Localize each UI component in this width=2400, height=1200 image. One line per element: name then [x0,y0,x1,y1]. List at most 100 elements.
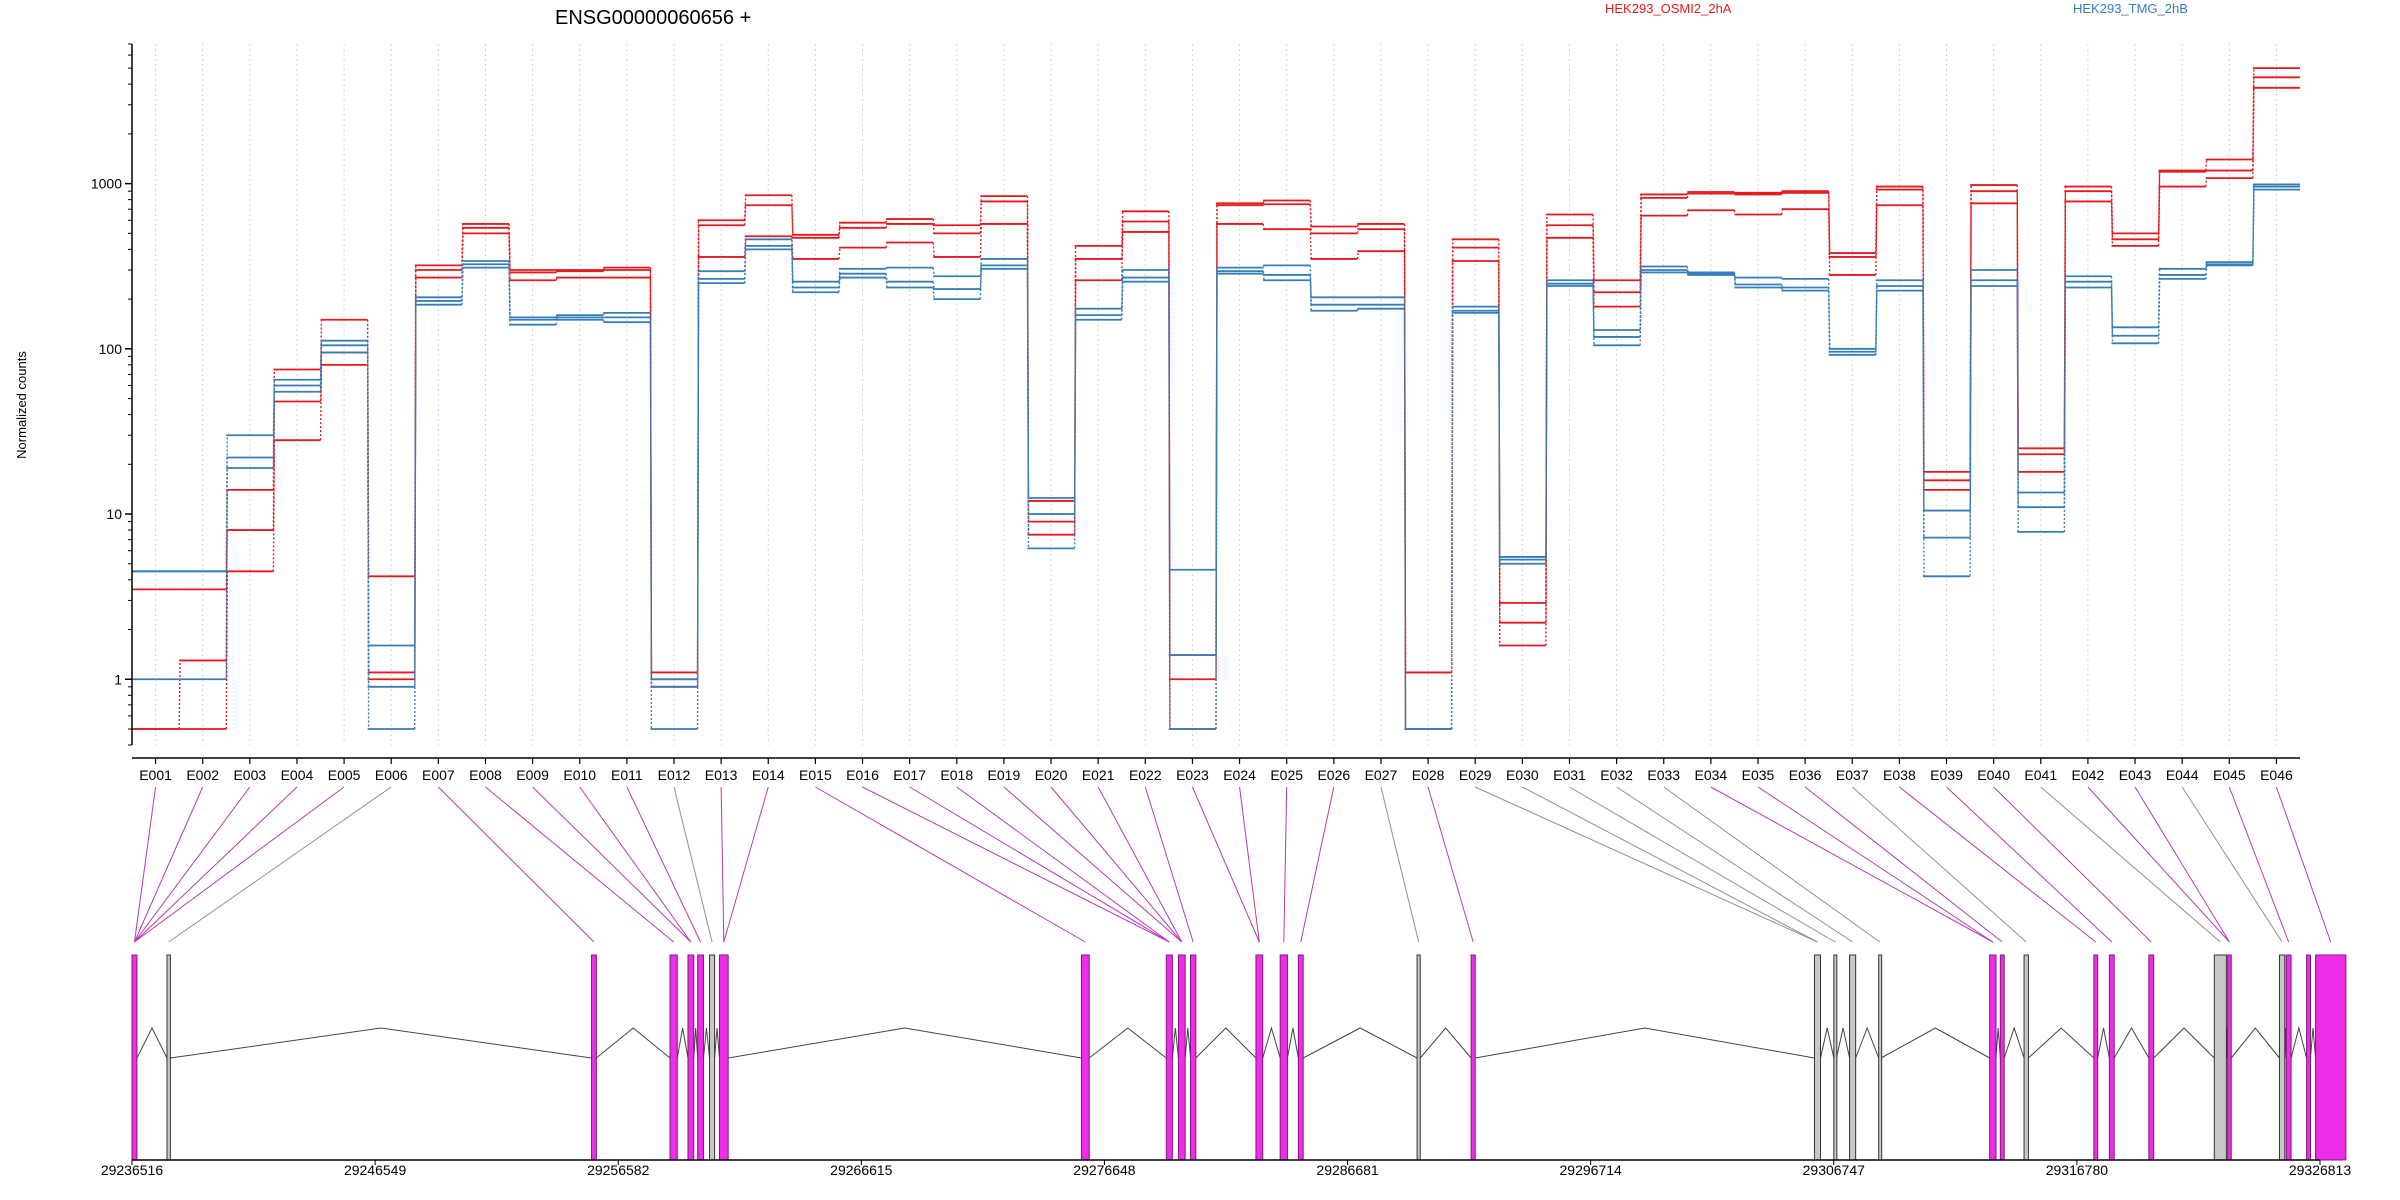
intron [1262,1026,1281,1059]
series-connector [2063,276,2067,493]
exon-link [723,786,769,943]
series-connector [1922,286,1925,538]
series-connector [2252,77,2255,171]
intron [1419,1027,1472,1059]
series-6 [132,183,2300,730]
intron [2003,1026,2025,1059]
exon-link [1050,786,1183,943]
series-connector [979,268,983,300]
intron [1184,1027,1192,1059]
x-tick-label: E017 [893,767,926,783]
series-connector [743,239,747,272]
x-tick-label: E024 [1223,767,1256,783]
exon-link [1380,786,1420,943]
exon-link [673,786,713,943]
x-tick-label: E009 [516,767,549,783]
series-connector [1498,306,1501,557]
exon-link [1475,786,1818,943]
exon-untested [1416,954,1421,1161]
intron [2309,1027,2317,1059]
series-connector [1733,210,1737,215]
series-connector [791,239,794,282]
intron [693,1027,699,1059]
x-tick-label: E011 [611,767,643,783]
series-connector [1686,191,1689,195]
exon-link [1946,786,2113,943]
coordinate-label: 29306747 [1803,1162,1866,1178]
exon-link [485,786,674,943]
series-connector [1073,245,1077,501]
x-tick-label: E007 [422,767,455,783]
series-connector [1686,193,1689,199]
series-connector [1168,211,1171,656]
series-connector [225,435,228,572]
x-tick-label: E002 [186,767,219,783]
exon-links [133,786,2332,943]
series-connector [1168,270,1171,570]
exon-tested [1165,954,1173,1161]
intron [1836,1027,1851,1059]
exon-link [1300,786,1335,943]
series-connector [1733,273,1737,285]
x-tick-label: E022 [1129,767,1162,783]
x-tick-label: E014 [752,767,785,783]
intron [2028,1027,2095,1059]
exon-link [1003,786,1183,943]
exon-link [1569,786,1836,943]
series-connector [2205,178,2208,187]
exon-untested [166,954,171,1161]
series-connector [932,242,935,257]
exon-tested [2148,954,2155,1161]
x-tick-label: E039 [1930,767,1963,783]
exon-untested [2278,954,2286,1161]
series-connector [885,223,888,229]
genomic-coordinate-axis: 29236516 29246549 29256582 29266615 29276648… [101,1159,2351,1178]
x-tick-label: E001 [139,767,172,783]
exon-link [720,786,725,943]
series-connector [838,247,841,260]
exon-link [909,786,1170,943]
series-connector [979,201,983,234]
x-tick-label: E046 [2260,767,2293,783]
exon-untested [1813,954,1822,1161]
x-tick-label: E030 [1506,767,1539,783]
x-tick-label: E025 [1270,767,1303,783]
series-connector [2205,264,2208,276]
exon-link [2087,786,2230,943]
series-connector [838,277,841,293]
series-connector [1262,271,1265,276]
exon-link [2181,786,2283,943]
exon-link [2134,786,2230,943]
series-connector [885,273,888,282]
exon-link [134,786,251,943]
series-connector [1121,269,1124,309]
intron [1820,1027,1835,1059]
exon-tested [2093,954,2099,1161]
series-connector [602,267,605,271]
series-connector [2252,186,2255,265]
intron [170,1027,592,1059]
exon-tested [2306,954,2311,1161]
exon-tested [1255,954,1264,1161]
exon-link [626,786,702,943]
intron [596,1027,671,1059]
exon-tested [131,954,138,1161]
x-tick-label: E019 [988,767,1021,783]
x-tick-label: E010 [563,767,596,783]
exon-link [134,786,345,943]
exon-tested [718,954,729,1161]
exon-link [1191,786,1260,943]
series-connector [272,391,276,468]
x-tick-label: E037 [1836,767,1869,783]
exon-tested [1080,954,1090,1161]
legend-label-down: HEK293_TMG_2hB [2073,1,2188,16]
intron [2113,1027,2150,1059]
x-tick-label: E023 [1176,767,1209,783]
series-connector [1309,274,1312,305]
exon-link [168,786,392,943]
exon-link [1899,786,2097,943]
series-connector [979,196,983,226]
x-tick-label: E036 [1789,767,1822,783]
x-tick-label: E016 [846,767,879,783]
coordinate-label: 29296714 [1560,1162,1623,1178]
